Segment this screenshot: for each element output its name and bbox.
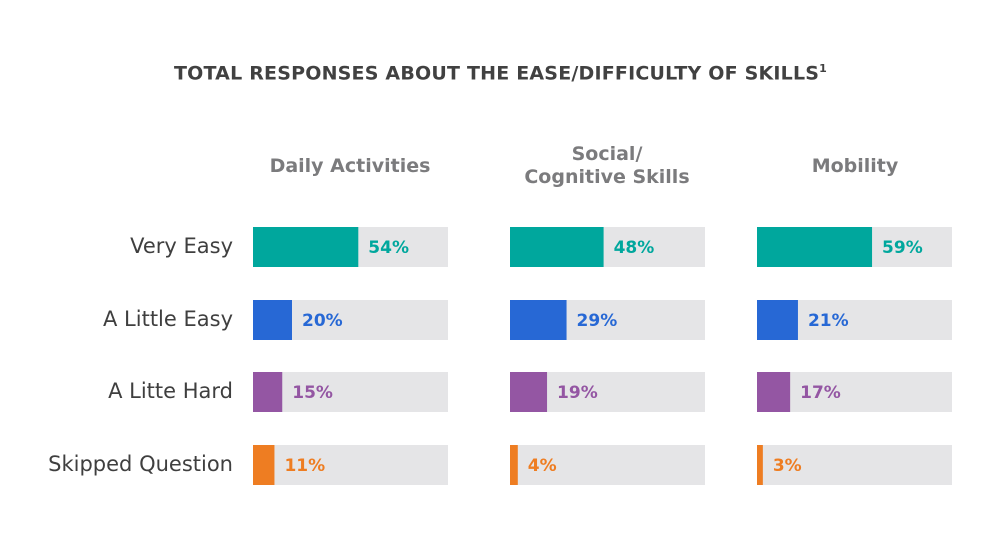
category-label-skipped-question: Skipped Question [48,452,233,476]
panel-title-line-2: Cognitive Skills [524,166,690,188]
panel-title-mobility: Mobility [811,155,899,177]
chart-title: TOTAL RESPONSES ABOUT THE EASE/DIFFICULT… [0,62,1001,84]
panel-title-daily-activities: Daily Activities [269,155,431,177]
bar-social-cognitive-skills-3 [510,445,518,485]
data-label-social-cognitive-skills-3: 4% [528,456,557,476]
category-label-very-easy: Very Easy [130,234,233,258]
data-label-mobility-1: 21% [808,311,849,331]
data-label-social-cognitive-skills-1: 29% [577,311,618,331]
bar-track-social-cognitive-skills [510,445,705,485]
bar-social-cognitive-skills-0 [510,227,604,267]
data-label-mobility-0: 59% [882,238,923,258]
bar-track-daily-activities [253,372,448,412]
title-footnote-marker: 1 [819,62,828,75]
panel-title-social-cognitive-skills: Social/ Cognitive Skills [497,143,717,189]
data-label-daily-activities-2: 15% [292,383,333,403]
bar-social-cognitive-skills-1 [510,300,567,340]
category-label-a-litte-hard: A Litte Hard [108,379,233,403]
data-label-daily-activities-3: 11% [284,456,325,476]
bar-mobility-1 [757,300,798,340]
bar-daily-activities-3 [253,445,275,485]
bar-mobility-0 [757,227,873,267]
data-label-social-cognitive-skills-0: 48% [614,238,655,258]
bar-social-cognitive-skills-2 [510,372,548,412]
chart-title-text: TOTAL RESPONSES ABOUT THE EASE/DIFFICULT… [173,62,820,85]
bar-mobility-3 [757,445,763,485]
bar-mobility-2 [757,372,791,412]
data-label-social-cognitive-skills-2: 19% [557,383,598,403]
data-label-daily-activities-0: 54% [368,238,409,258]
bar-track-daily-activities [253,445,448,485]
category-label-a-little-easy: A Little Easy [103,307,233,331]
data-label-mobility-3: 3% [773,456,802,476]
bar-daily-activities-0 [253,227,359,267]
bar-track-mobility [757,445,952,485]
bar-daily-activities-1 [253,300,292,340]
panel-title-line-1: Social/ [571,143,643,165]
data-label-mobility-2: 17% [800,383,841,403]
bar-daily-activities-2 [253,372,283,412]
data-label-daily-activities-1: 20% [302,311,343,331]
